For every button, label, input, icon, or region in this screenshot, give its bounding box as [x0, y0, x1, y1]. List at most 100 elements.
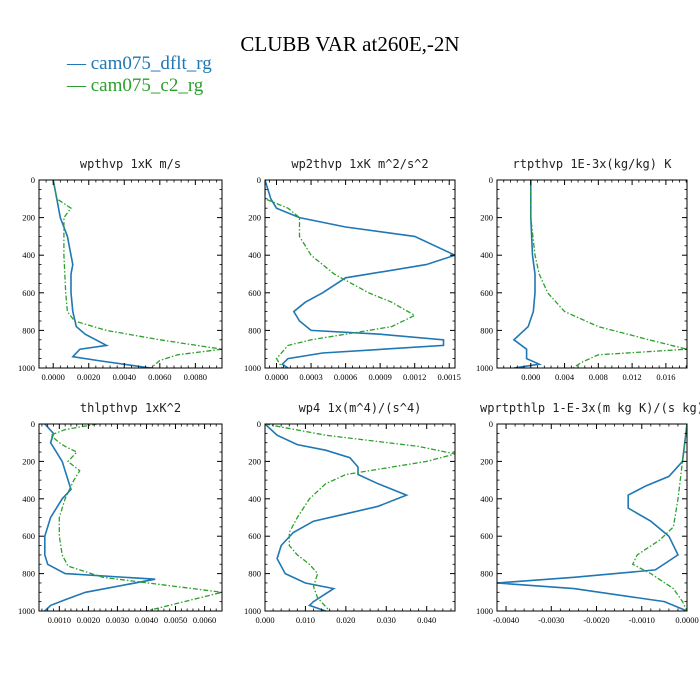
series-line-dflt-thlpthvp [43, 424, 156, 611]
y-tick-label-thlpthvp: 400 [22, 494, 35, 504]
y-tick-label-wp2thvp: 400 [248, 250, 261, 260]
x-tick-label-wprtpthlp: -0.0040 [493, 615, 519, 625]
x-tick-label-wp4: 0.000 [255, 615, 274, 625]
x-tick-label-wpthvp: 0.0060 [148, 372, 171, 382]
y-tick-label-wp2thvp: 200 [248, 213, 261, 223]
y-tick-label-rtpthvp: 200 [480, 213, 493, 223]
panel-title-rtpthvp: rtpthvp 1E-3x(kg/kg) K [513, 157, 673, 171]
plot-frame-wp2thvp [264, 179, 456, 369]
y-tick-label-thlpthvp: 800 [22, 569, 35, 579]
x-tick-label-wpthvp: 0.0000 [42, 372, 65, 382]
x-tick-label-wp2thvp: 0.0015 [438, 372, 461, 382]
y-tick-label-rtpthvp: 800 [480, 325, 493, 335]
y-tick-label-wp4: 0 [257, 419, 261, 429]
y-tick-label-wprtpthlp: 600 [480, 531, 493, 541]
panel-rtpthvp: rtpthvp 1E-3x(kg/kg) K 0 200 400 600 800 1000 0… [476, 157, 688, 382]
y-tick-label-wpthvp: 1000 [18, 363, 35, 373]
panel-wprtpthlp: wprtpthlp 1-E-3x(m kg K)/(s kg) 0 200 400 60… [476, 401, 700, 625]
x-tick-label-wp2thvp: 0.0006 [334, 372, 357, 382]
panel-title-thlpthvp: thlpthvp 1xK^2 [80, 401, 181, 415]
y-tick-label-thlpthvp: 1000 [18, 606, 35, 616]
y-tick-label-wp4: 400 [248, 494, 261, 504]
y-tick-label-wp4: 600 [248, 531, 261, 541]
plot-frame-wprtpthlp [496, 423, 688, 612]
x-tick-label-wp2thvp: 0.0009 [368, 372, 391, 382]
x-tick-label-thlpthvp: 0.0050 [164, 615, 187, 625]
x-tick-label-thlpthvp: 0.0020 [77, 615, 100, 625]
x-tick-label-thlpthvp: 0.0040 [135, 615, 158, 625]
panel-wp2thvp: wp2thvp 1xK m^2/s^2 0 200 400 600 800 1000 0.00… [244, 157, 461, 382]
x-tick-label-thlpthvp: 0.0030 [106, 615, 129, 625]
x-tick-label-wprtpthlp: -0.0010 [629, 615, 655, 625]
y-tick-label-rtpthvp: 0 [489, 175, 493, 185]
x-tick-label-rtpthvp: 0.016 [656, 372, 675, 382]
figure-title: CLUBB VAR at260E,-2N [240, 32, 460, 56]
series-line-c2-wp2thvp [265, 180, 417, 368]
plot-frame-wp4 [264, 423, 456, 612]
y-tick-label-wp4: 1000 [244, 606, 261, 616]
panel-title-wp4: wp4 1x(m^4)/(s^4) [299, 401, 422, 415]
series-line-c2-wp4 [265, 424, 455, 611]
x-tick-label-wp2thvp: 0.0012 [403, 372, 426, 382]
y-tick-label-wp4: 200 [248, 456, 261, 466]
x-tick-label-wp4: 0.010 [296, 615, 315, 625]
series-line-c2-wpthvp [52, 180, 222, 368]
legend-label-dflt: cam075_dflt_rg [90, 53, 212, 74]
y-tick-label-thlpthvp: 0 [31, 419, 35, 429]
x-tick-label-wp2thvp: 0.0000 [265, 372, 288, 382]
x-tick-label-thlpthvp: 0.0060 [193, 615, 216, 625]
x-tick-label-wpthvp: 0.0040 [113, 372, 136, 382]
y-tick-label-wp2thvp: 800 [248, 325, 261, 335]
y-tick-label-wprtpthlp: 0 [489, 419, 493, 429]
x-tick-label-wprtpthlp: -0.0030 [538, 615, 564, 625]
panel-title-wprtpthlp: wprtpthlp 1-E-3x(m kg K)/(s kg) [480, 401, 700, 415]
y-tick-label-thlpthvp: 600 [22, 531, 35, 541]
x-tick-label-rtpthvp: 0.000 [521, 372, 540, 382]
x-tick-label-thlpthvp: 0.0010 [48, 615, 71, 625]
x-tick-label-wpthvp: 0.0080 [184, 372, 207, 382]
plot-frame-thlpthvp [38, 423, 223, 612]
legend-label-c2: cam075_c2_rg [90, 75, 204, 96]
y-tick-label-rtpthvp: 600 [480, 288, 493, 298]
legend-entry-dflt: — cam075_dflt_rg [67, 52, 212, 75]
series-line-dflt-wp4 [265, 424, 409, 611]
x-tick-label-wp4: 0.020 [336, 615, 355, 625]
series-line-dflt-wpthvp [52, 180, 152, 368]
series-line-c2-rtpthvp [530, 180, 687, 368]
panel-wpthvp: wpthvp 1xK m/s 0 200 400 600 800 1000 0.0000 0.0… [18, 157, 223, 382]
x-tick-label-wp4: 0.040 [417, 615, 436, 625]
y-tick-label-wp4: 800 [248, 569, 261, 579]
y-tick-label-wpthvp: 200 [22, 213, 35, 223]
y-tick-label-wprtpthlp: 800 [480, 569, 493, 579]
panel-title-wpthvp: wpthvp 1xK m/s [80, 157, 181, 171]
series-line-dflt-wp2thvp [265, 180, 455, 368]
series-line-c2-wprtpthlp [631, 424, 687, 611]
panel-title-wp2thvp: wp2thvp 1xK m^2/s^2 [291, 157, 428, 171]
series-line-c2-thlpthvp [49, 424, 222, 611]
y-tick-label-rtpthvp: 400 [480, 250, 493, 260]
x-tick-label-wprtpthlp: -0.0020 [583, 615, 609, 625]
legend-line-dflt: — [67, 53, 91, 74]
legend-entry-c2: — cam075_c2_rg [67, 74, 203, 97]
plot-frame-rtpthvp [496, 179, 688, 369]
x-tick-label-wp4: 0.030 [377, 615, 396, 625]
x-tick-label-rtpthvp: 0.012 [623, 372, 642, 382]
x-tick-label-rtpthvp: 0.004 [555, 372, 575, 382]
y-tick-label-wpthvp: 0 [31, 175, 35, 185]
y-tick-label-rtpthvp: 1000 [476, 363, 493, 373]
y-tick-label-wprtpthlp: 200 [480, 456, 493, 466]
y-tick-label-wp2thvp: 600 [248, 288, 261, 298]
series-line-dflt-rtpthvp [512, 180, 543, 368]
x-tick-label-wprtpthlp: 0.0000 [675, 615, 698, 625]
legend-line-c2: — [67, 75, 91, 96]
x-tick-label-rtpthvp: 0.008 [589, 372, 608, 382]
y-tick-label-wp2thvp: 1000 [244, 363, 261, 373]
y-tick-label-wp2thvp: 0 [257, 175, 261, 185]
series-line-dflt-wprtpthlp [497, 424, 687, 611]
y-tick-label-wprtpthlp: 400 [480, 494, 493, 504]
y-tick-label-wpthvp: 600 [22, 288, 35, 298]
x-tick-label-wpthvp: 0.0020 [77, 372, 100, 382]
plot-frame-wpthvp [38, 179, 223, 369]
